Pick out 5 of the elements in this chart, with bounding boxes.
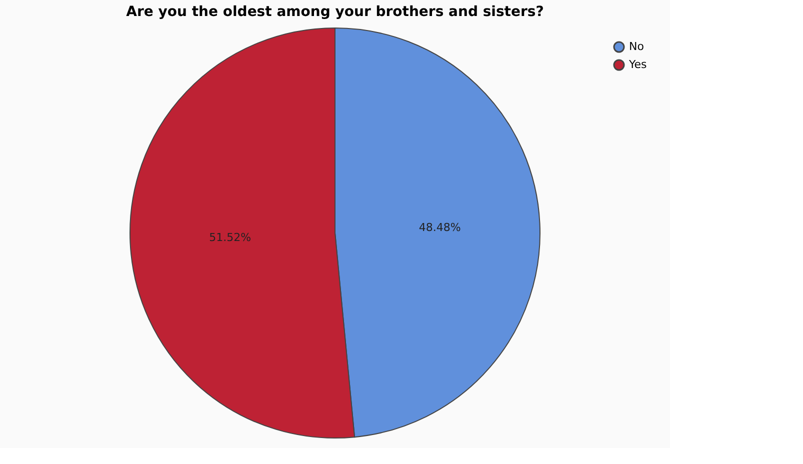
data-label: 51.52%	[209, 231, 252, 244]
legend-label: No	[629, 40, 644, 53]
data-label: 48.48%	[418, 220, 461, 234]
legend-label: Yes	[628, 58, 648, 71]
chart-title: Are you the oldest among your brothers and sisters?	[126, 4, 544, 20]
